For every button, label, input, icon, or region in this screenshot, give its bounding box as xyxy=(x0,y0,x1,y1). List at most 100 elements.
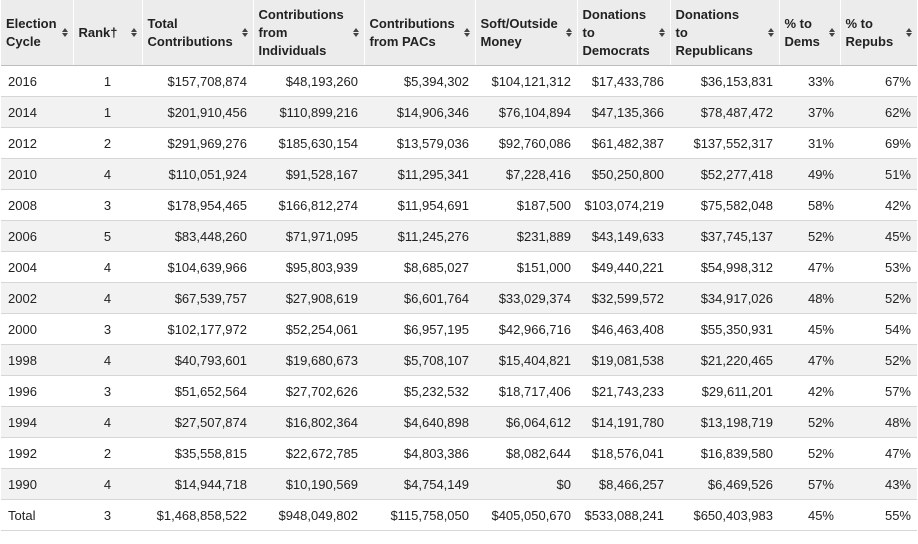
cell-pacs: $4,803,386 xyxy=(364,437,475,469)
cell-soft: $76,104,894 xyxy=(475,96,577,128)
cell-individuals: $22,672,785 xyxy=(253,437,364,469)
sort-arrows-icon[interactable] xyxy=(61,28,69,37)
cell-total: $104,639,966 xyxy=(142,251,253,283)
cell-individuals: $27,702,626 xyxy=(253,375,364,407)
cell-pct_dems: 45% xyxy=(779,499,840,531)
column-header-pacs[interactable]: Contributions from PACs xyxy=(363,0,475,66)
sort-down-arrow-icon xyxy=(906,33,912,37)
column-header-content: Contributions from Individuals xyxy=(259,6,360,60)
cell-repubs: $16,839,580 xyxy=(670,437,779,469)
header-row: Election Cycle Rank† Total Contributions Co… xyxy=(1,0,917,66)
cell-dems: $32,599,572 xyxy=(577,282,670,314)
sort-arrows-icon[interactable] xyxy=(658,28,666,37)
cell-cycle: 2006 xyxy=(1,220,73,252)
cell-individuals: $71,971,095 xyxy=(253,220,364,252)
cell-total: $110,051,924 xyxy=(142,158,253,190)
column-header-cycle[interactable]: Election Cycle xyxy=(1,0,73,66)
sort-arrows-icon[interactable] xyxy=(767,28,775,37)
column-header-pct_dems[interactable]: % to Dems xyxy=(778,0,840,66)
sort-up-arrow-icon xyxy=(906,28,912,32)
column-header-label: Contributions from Individuals xyxy=(258,6,344,58)
column-header-label: Rank† xyxy=(78,24,118,40)
cell-total: $14,944,718 xyxy=(142,468,253,500)
sort-arrows-icon[interactable] xyxy=(130,28,138,37)
cell-total: $291,969,276 xyxy=(142,127,253,159)
cell-pct_dems: 52% xyxy=(779,406,840,438)
cell-repubs: $650,403,983 xyxy=(670,499,779,531)
cell-pct_dems: 45% xyxy=(779,313,840,345)
column-header-label: Election Cycle xyxy=(6,15,57,49)
column-header-rank[interactable]: Rank† xyxy=(72,0,142,66)
cell-soft: $187,500 xyxy=(475,189,577,221)
table-row: 2000 3 $102,177,972 $52,254,061 $6,957,195 $4… xyxy=(1,313,917,345)
cell-soft: $15,404,821 xyxy=(475,344,577,376)
column-header-content: Contributions from PACs xyxy=(370,15,471,51)
cell-pct_dems: 58% xyxy=(779,189,840,221)
cell-pacs: $5,708,107 xyxy=(364,344,475,376)
cell-total: $178,954,465 xyxy=(142,189,253,221)
cell-pct_repubs: 69% xyxy=(840,127,917,159)
cell-pct_dems: 49% xyxy=(779,158,840,190)
cell-dems: $46,463,408 xyxy=(577,313,670,345)
sort-arrows-icon[interactable] xyxy=(241,28,249,37)
sort-arrows-icon[interactable] xyxy=(565,28,573,37)
cell-rank: 4 xyxy=(73,251,142,283)
column-header-total[interactable]: Total Contributions xyxy=(141,0,253,66)
cell-pct_repubs: 47% xyxy=(840,437,917,469)
table-row: 2016 1 $157,708,874 $48,193,260 $5,394,302 $1… xyxy=(1,65,917,97)
cell-rank: 2 xyxy=(73,127,142,159)
cell-dems: $14,191,780 xyxy=(577,406,670,438)
sort-arrows-icon[interactable] xyxy=(352,28,360,37)
cell-pct_dems: 37% xyxy=(779,96,840,128)
sort-arrows-icon[interactable] xyxy=(828,28,836,37)
column-header-pct_repubs[interactable]: % to Repubs xyxy=(839,0,917,66)
cell-rank: 4 xyxy=(73,468,142,500)
cell-total: $67,539,757 xyxy=(142,282,253,314)
cell-pct_dems: 52% xyxy=(779,220,840,252)
column-header-dems[interactable]: Donations to Democrats xyxy=(576,0,670,66)
cell-cycle: 2000 xyxy=(1,313,73,345)
cell-cycle: Total xyxy=(1,499,73,531)
column-header-repubs[interactable]: Donations to Republicans xyxy=(669,0,779,66)
cell-rank: 5 xyxy=(73,220,142,252)
cell-dems: $49,440,221 xyxy=(577,251,670,283)
cell-pacs: $6,957,195 xyxy=(364,313,475,345)
cell-rank: 1 xyxy=(73,96,142,128)
cell-pct_dems: 57% xyxy=(779,468,840,500)
sort-down-arrow-icon xyxy=(767,33,774,37)
cell-dems: $533,088,241 xyxy=(577,499,670,531)
column-header-individuals[interactable]: Contributions from Individuals xyxy=(252,0,364,66)
cell-pct_repubs: 42% xyxy=(840,189,917,221)
sort-down-arrow-icon xyxy=(828,33,835,37)
sort-arrows-icon[interactable] xyxy=(463,28,471,37)
cell-pct_repubs: 45% xyxy=(840,220,917,252)
cell-cycle: 2004 xyxy=(1,251,73,283)
cell-soft: $231,889 xyxy=(475,220,577,252)
cell-soft: $0 xyxy=(475,468,577,500)
table-row: 2004 4 $104,639,966 $95,803,939 $8,685,027 $1… xyxy=(1,251,917,283)
cell-cycle: 1996 xyxy=(1,375,73,407)
sort-arrows-icon[interactable] xyxy=(905,28,913,37)
cell-pacs: $8,685,027 xyxy=(364,251,475,283)
cell-cycle: 2016 xyxy=(1,65,73,97)
cell-pacs: $13,579,036 xyxy=(364,127,475,159)
cell-individuals: $10,190,569 xyxy=(253,468,364,500)
cell-soft: $42,966,716 xyxy=(475,313,577,345)
table-header: Election Cycle Rank† Total Contributions Co… xyxy=(1,0,917,66)
table-row: 2014 1 $201,910,456 $110,899,216 $14,906,346… xyxy=(1,96,917,128)
column-header-content: Election Cycle xyxy=(6,15,69,51)
cell-pacs: $11,245,276 xyxy=(364,220,475,252)
cell-pacs: $4,640,898 xyxy=(364,406,475,438)
cell-soft: $33,029,374 xyxy=(475,282,577,314)
cell-cycle: 2014 xyxy=(1,96,73,128)
column-header-soft[interactable]: Soft/Outside Money xyxy=(474,0,577,66)
cell-rank: 3 xyxy=(73,313,142,345)
table-row: 1996 3 $51,652,564 $27,702,626 $5,232,532 $18… xyxy=(1,375,917,407)
cell-dems: $43,149,633 xyxy=(577,220,670,252)
cell-repubs: $34,917,026 xyxy=(670,282,779,314)
column-header-content: Donations to Democrats xyxy=(583,6,666,60)
sort-up-arrow-icon xyxy=(241,28,248,32)
cell-total: $40,793,601 xyxy=(142,344,253,376)
column-header-label: Soft/Outside Money xyxy=(480,15,558,49)
table-row: 2010 4 $110,051,924 $91,528,167 $11,295,341 $… xyxy=(1,158,917,190)
